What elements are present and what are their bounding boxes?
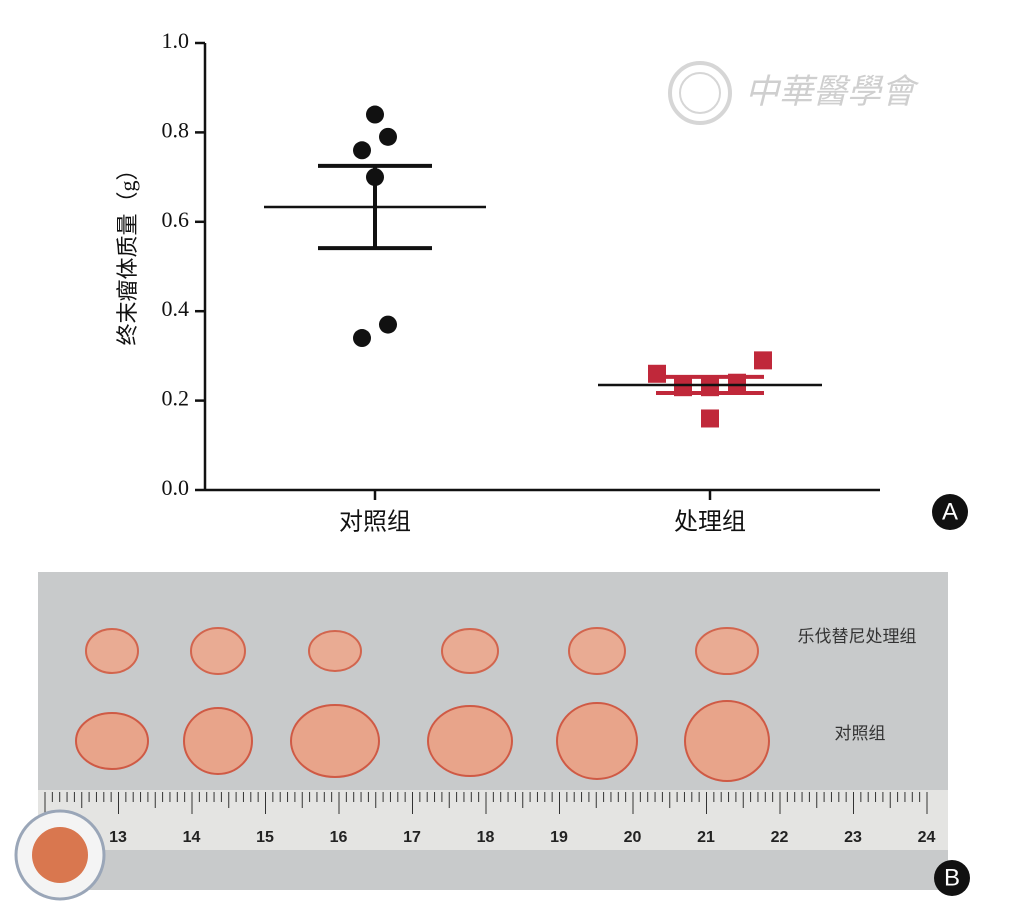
y-tick-label: 0.0: [162, 475, 190, 500]
x-tick-label: 处理组: [674, 509, 746, 536]
group-label: 对照组: [835, 724, 886, 743]
tumor: [556, 702, 638, 780]
ruler-label: 13: [109, 829, 127, 846]
panel-badge: [932, 494, 968, 530]
watermark: 中華醫學會: [668, 61, 920, 125]
data-point: [366, 105, 384, 124]
ruler-label: 17: [403, 829, 421, 846]
panel-badge: [934, 860, 970, 896]
ruler-label: 14: [183, 829, 201, 846]
logo: [14, 809, 106, 901]
ruler-label: 21: [697, 829, 715, 846]
tumor: [290, 704, 380, 778]
tumor: [190, 627, 246, 675]
logo-map: [32, 827, 88, 883]
tumor: [441, 628, 499, 674]
ruler-label: 20: [624, 829, 642, 846]
ruler-label: 18: [477, 829, 495, 846]
tumor: [75, 712, 149, 770]
tumor: [684, 700, 770, 782]
y-axis-label: 终末瘤体质量（g）: [115, 158, 140, 345]
y-tick-label: 1.0: [162, 28, 190, 53]
ruler-label: 16: [330, 829, 348, 846]
panel-label: B: [944, 864, 960, 891]
group-label: 乐伐替尼处理组: [798, 627, 917, 646]
data-point: [648, 364, 666, 383]
tumor: [308, 630, 362, 672]
tumor: [85, 628, 139, 674]
data-point: [379, 315, 397, 334]
ruler-label: 15: [256, 829, 274, 846]
ruler-label: 22: [771, 829, 789, 846]
y-tick-label: 0.2: [162, 386, 190, 411]
watermark-logo: [679, 72, 721, 114]
photo: 乐伐替尼处理组 对照组 13 14 15 16 17 18 19 20 21 22 23 24: [38, 572, 948, 890]
data-point: [379, 127, 397, 146]
tumor: [695, 627, 759, 675]
watermark-logo: [668, 61, 732, 125]
data-point: [353, 141, 371, 160]
x-tick-label: 对照组: [339, 509, 411, 536]
tumor: [427, 705, 513, 777]
y-tick-label: 0.8: [162, 117, 190, 142]
data-point: [754, 351, 772, 370]
watermark-text: 中華醫學會: [745, 74, 920, 111]
ruler-label: 24: [918, 829, 936, 846]
panel-label: A: [942, 498, 958, 525]
data-point: [353, 329, 371, 348]
ruler-label: 19: [550, 829, 568, 846]
tumor: [183, 707, 253, 775]
ruler-label: 23: [844, 829, 862, 846]
y-tick-label: 0.4: [162, 296, 190, 321]
tumor: [568, 627, 626, 675]
data-point: [701, 409, 719, 428]
y-tick-label: 0.6: [162, 207, 190, 232]
